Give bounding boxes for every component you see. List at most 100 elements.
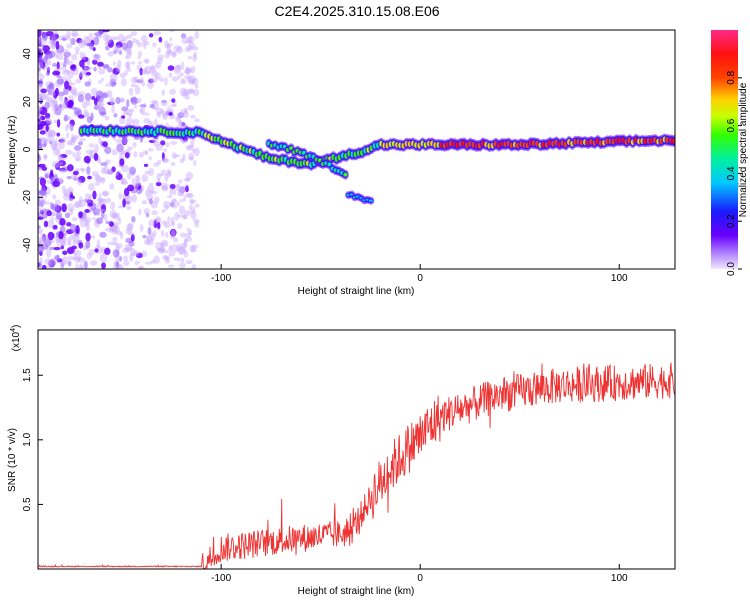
heatmap-cell (47, 96, 54, 102)
heatmap-cell (77, 114, 85, 119)
heatmap-cell (55, 40, 60, 50)
heatmap-cell (168, 30, 176, 33)
heatmap-cell (47, 134, 55, 144)
heatmap-cell (109, 183, 115, 190)
heatmap-cell (62, 49, 69, 55)
heatmap-cell (148, 139, 156, 143)
heatmap-cell (45, 72, 50, 76)
heatmap-cell (59, 136, 66, 142)
heatmap-cell (83, 65, 87, 74)
heatmap-cell (182, 88, 191, 97)
heatmap-cell (172, 198, 178, 205)
heatmap-cell (59, 66, 67, 70)
heatmap-cell (44, 258, 52, 265)
heatmap-cell (104, 247, 111, 256)
heatmap-cell (182, 153, 186, 161)
heatmap-cell (50, 176, 57, 180)
heatmap-cell (155, 107, 164, 116)
heatmap-cell (87, 202, 94, 207)
heatmap-cell (127, 184, 135, 192)
heatmap-cell (52, 180, 61, 188)
heatmap-cell (38, 40, 43, 45)
heatmap-cell (142, 40, 150, 46)
heatmap-cell (70, 174, 76, 180)
heatmap-cell (144, 150, 148, 156)
heatmap-cell (115, 230, 123, 236)
heatmap-cell (141, 250, 148, 258)
heatmap-cell (93, 55, 100, 62)
heatmap-cell (115, 41, 123, 48)
heatmap-cell (42, 143, 47, 148)
heatmap-cell (144, 66, 148, 75)
heatmap-cell (67, 186, 74, 194)
heatmap-cell (148, 65, 157, 74)
heatmap-cell (98, 103, 105, 107)
heatmap-cell (52, 147, 60, 156)
heatmap-cell (136, 39, 140, 45)
heatmap-cell (127, 222, 134, 229)
heatmap-cell (79, 72, 83, 80)
heatmap-cell (139, 109, 143, 114)
heatmap-cell (51, 211, 58, 217)
heatmap-cell (123, 255, 128, 262)
heatmap-cell (186, 231, 191, 239)
heatmap-cell (118, 256, 123, 262)
heatmap-cell (153, 217, 160, 222)
heatmap-cell (76, 37, 83, 44)
heatmap-cell (120, 97, 125, 103)
heatmap-cell (171, 204, 178, 209)
heatmap-cell (86, 60, 91, 66)
heatmap-cell (38, 202, 43, 207)
heatmap-cell (127, 47, 132, 56)
heatmap-cell (157, 159, 162, 165)
heatmap-cell (45, 124, 49, 132)
heatmap-cell (68, 139, 76, 146)
heatmap-cell (170, 229, 176, 237)
heatmap-cell (125, 148, 132, 153)
heatmap-cell (55, 50, 59, 59)
heatmap-cell (112, 241, 119, 246)
heatmap-cell (147, 147, 154, 152)
heatmap-cell (178, 262, 186, 269)
heatmap-cell (74, 250, 82, 256)
snr-scale-label: (x104) (10, 325, 22, 352)
heatmap-cell (139, 223, 144, 232)
heatmap-cell (104, 161, 108, 168)
heatmap-cell (49, 119, 53, 125)
heatmap-cell (117, 59, 122, 68)
heatmap-cell (51, 37, 56, 46)
heatmap-cell (73, 177, 78, 181)
heatmap-cell (139, 67, 144, 76)
heatmap-cell (69, 207, 74, 216)
heatmap-cell (50, 40, 56, 49)
heatmap-cell (184, 107, 188, 113)
heatmap-cell (93, 54, 100, 59)
heatmap-cell (38, 95, 43, 102)
heatmap-cell (109, 73, 118, 83)
heatmap-cell (38, 239, 46, 245)
heatmap-cell (105, 220, 111, 225)
heatmap-cell (143, 163, 149, 167)
heatmap-cell (183, 249, 187, 253)
heatmap-cell (143, 117, 150, 124)
heatmap-cell (182, 110, 189, 119)
heatmap-cell (38, 56, 45, 64)
heatmap-cell (135, 183, 142, 190)
snr-frame (37, 329, 676, 570)
heatmap-cell (45, 93, 50, 102)
heatmap-cell (64, 212, 71, 219)
heatmap-cell (192, 88, 200, 97)
colorbar-tick-label: 0.0 (726, 262, 737, 276)
heatmap-cell (157, 54, 165, 60)
heatmap-cell (155, 61, 162, 69)
heatmap-cell (86, 223, 90, 232)
heatmap-cell (96, 201, 103, 211)
heatmap-cell (186, 192, 194, 199)
heatmap-cell (174, 65, 180, 69)
heatmap-cell (178, 186, 186, 194)
heatmap-cell (147, 226, 152, 236)
heatmap-cell (128, 232, 136, 236)
heatmap-cell (64, 124, 69, 132)
x-tick-label: 100 (611, 573, 628, 584)
heatmap-cell (175, 183, 181, 188)
